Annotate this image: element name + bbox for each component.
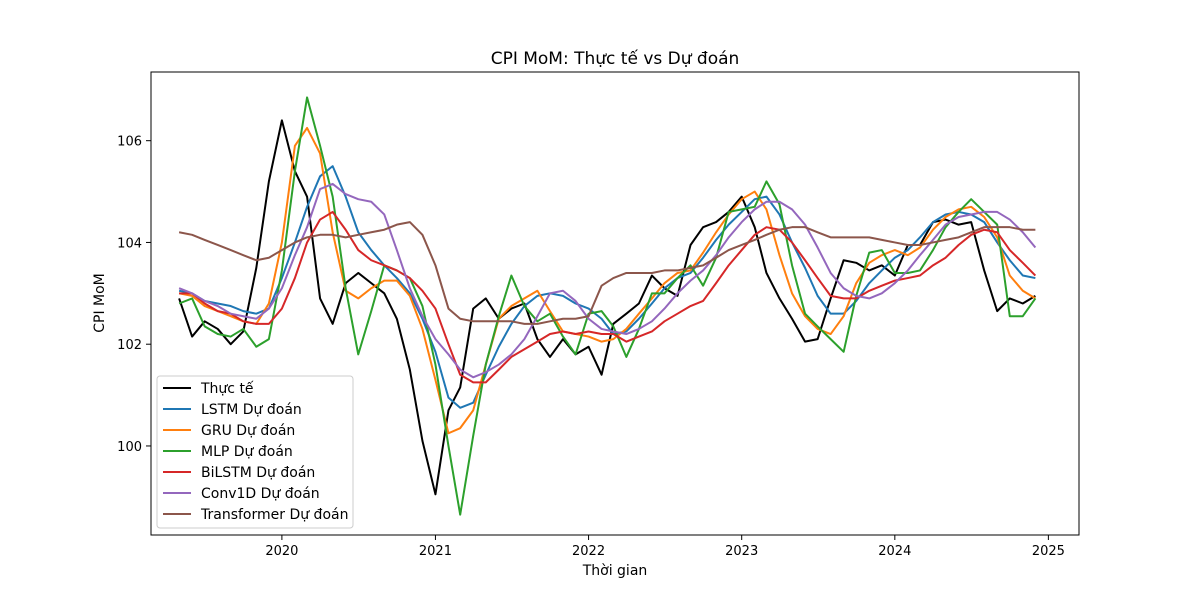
y-tick-label: 100 (117, 440, 142, 455)
series-line-2 (178, 126, 1036, 435)
series-line-6 (178, 221, 1036, 325)
y-tick-label: 104 (117, 236, 142, 251)
series-line-0 (178, 119, 1036, 496)
x-tick-label: 2024 (878, 544, 911, 559)
y-axis-title: CPI MoM (92, 273, 108, 333)
legend-label: Conv1D Dự đoán (201, 486, 320, 502)
legend-label: GRU Dự đoán (201, 423, 295, 439)
legend-box (156, 375, 354, 529)
legend: Thực tế LSTM Dự đoán GRU Dự đoán MLP Dự đoá… (156, 375, 354, 529)
legend-label: Thực tế (200, 380, 254, 397)
y-tick-label: 106 (117, 135, 142, 150)
series-line-4 (179, 210, 1037, 384)
legend-label: MLP Dự đoán (201, 444, 293, 460)
x-tick-label: 2020 (265, 544, 298, 559)
x-tick-label: 2022 (572, 544, 605, 559)
legend-label: Transformer Dự đoán (200, 507, 348, 523)
x-tick-label: 2023 (725, 544, 758, 559)
x-tick-label: 2021 (419, 544, 452, 559)
chart-title: CPI MoM: Thực tế vs Dự đoán (491, 48, 740, 69)
legend-label: LSTM Dự đoán (201, 402, 302, 418)
plot-lines (178, 96, 1037, 516)
x-axis: 2020 2021 2022 2023 2024 2025 (265, 535, 1065, 559)
series-line-1 (178, 165, 1036, 409)
series-line-3 (178, 96, 1037, 516)
plot-frame (150, 71, 1080, 536)
x-axis-title: Thời gian (582, 563, 648, 579)
legend-label: BiLSTM Dự đoán (201, 465, 315, 481)
series-line-5 (178, 182, 1037, 379)
y-tick-label: 102 (117, 338, 142, 353)
y-axis: 100 102 104 106 (117, 135, 151, 455)
x-tick-label: 2025 (1032, 544, 1065, 559)
